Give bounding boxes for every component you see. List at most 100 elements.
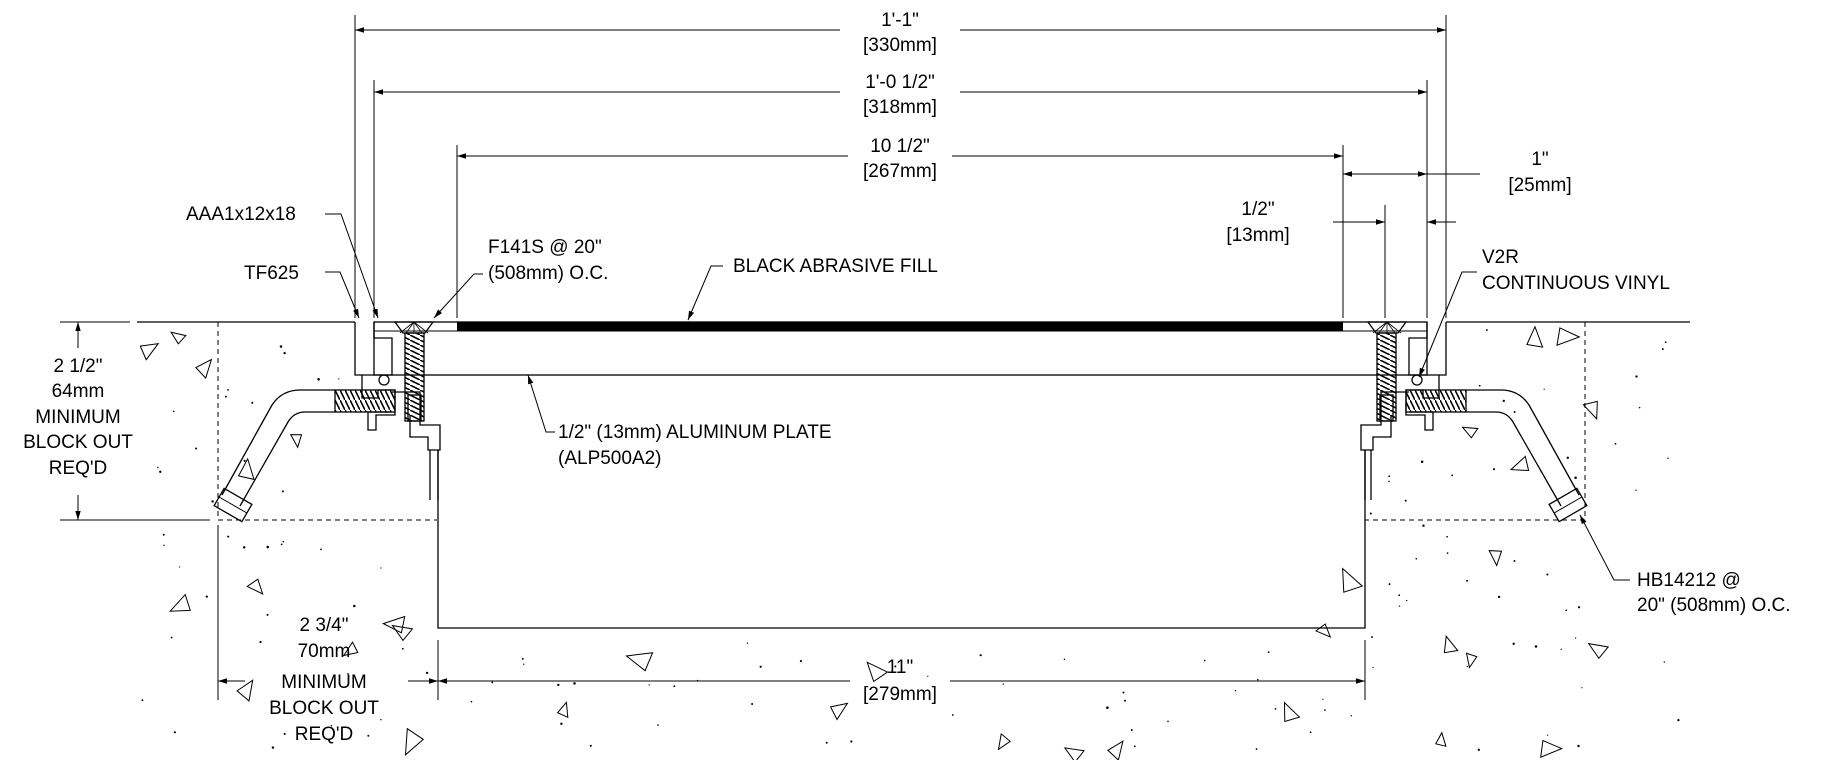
right-screw xyxy=(1366,321,1408,422)
dim-side-blockout-line5: REQ'D xyxy=(295,724,354,745)
aggregate-dot xyxy=(1322,698,1324,700)
aggregate-dot xyxy=(1566,456,1570,460)
aggregate-dot xyxy=(1663,661,1666,663)
aggregate-dot xyxy=(1267,651,1270,653)
aggregate-dot xyxy=(1638,406,1641,409)
aggregate-mark xyxy=(1063,747,1085,760)
dim-depth-line4: BLOCK OUT xyxy=(23,432,133,453)
dim-overall-imperial: 1'-1" xyxy=(881,10,919,31)
callout-angle: AAA1x12x18 xyxy=(186,204,296,225)
aggregate-dot xyxy=(380,567,382,569)
aggregate-dot xyxy=(170,636,173,639)
aggregate-dot xyxy=(1661,348,1664,351)
aggregate-dot xyxy=(1388,583,1391,586)
aggregate-dot xyxy=(320,548,322,551)
aggregate-mark xyxy=(1435,731,1447,747)
aggregate-dot xyxy=(425,671,429,675)
aggregate-dot xyxy=(163,544,165,547)
aggregate-mark xyxy=(170,331,187,345)
aggregate-dot xyxy=(1546,734,1549,736)
aggregate-dot xyxy=(1478,384,1481,387)
aggregate-dot xyxy=(825,741,828,744)
aggregate-dot xyxy=(894,665,897,668)
aggregate-mark xyxy=(866,661,889,683)
aggregate-dot xyxy=(1398,605,1401,607)
aggregate-mark xyxy=(289,434,303,449)
aggregate-mark xyxy=(1526,325,1544,348)
aggregate-dot xyxy=(1255,748,1258,750)
dim-frame-imperial: 1'-0 1/2" xyxy=(865,72,935,93)
aggregate-mark xyxy=(1107,740,1124,760)
aggregate-dot xyxy=(1002,683,1004,685)
callout-vinyl-line2: CONTINUOUS VINYL xyxy=(1482,273,1670,294)
aggregate-dot xyxy=(1477,748,1480,751)
dim-side-blockout-line1: 2 3/4" xyxy=(299,615,348,636)
aggregate-dot xyxy=(560,722,563,725)
dim-overall-metric: [330mm] xyxy=(863,35,937,56)
dim-opening-imperial: 11" xyxy=(887,657,913,678)
dim-side-blockout-line4: BLOCK OUT xyxy=(269,698,379,719)
aggregate-dot xyxy=(1133,745,1136,748)
aggregate-dot xyxy=(1106,706,1109,709)
aggregate-dot xyxy=(1203,659,1206,662)
aggregate-dot xyxy=(1502,399,1505,403)
dim-side-blockout-line2: 70mm xyxy=(298,641,351,662)
aggregate-dot xyxy=(759,665,762,668)
aggregate-dot xyxy=(1404,499,1407,502)
aggregate-dot xyxy=(1398,594,1401,597)
aggregate-dot xyxy=(673,685,676,688)
dim-side-gap-metric: [25mm] xyxy=(1508,175,1571,196)
aggregate-dot xyxy=(1565,609,1568,612)
aggregate-dot xyxy=(1234,690,1237,692)
aggregate-dot xyxy=(491,681,494,684)
aggregate-mark xyxy=(139,342,160,361)
aggregate-dot xyxy=(1371,636,1373,639)
aggregate-dot xyxy=(1420,460,1424,464)
aluminum-cover-plate xyxy=(373,321,1428,376)
aggregate-dot xyxy=(266,613,269,616)
dim-depth-line3: MINIMUM xyxy=(35,407,120,428)
aggregate-mark xyxy=(1587,642,1610,660)
aggregate-dot xyxy=(227,535,230,538)
callout-screw-line2: (508mm) O.C. xyxy=(488,263,608,284)
aggregate-dot xyxy=(1167,720,1169,723)
black-abrasive-fill-strip xyxy=(457,322,1343,331)
dim-frame-metric: [318mm] xyxy=(863,97,937,118)
aggregate-dot xyxy=(1124,699,1126,702)
aggregate-dot xyxy=(266,545,269,549)
aggregate-dot xyxy=(927,675,929,677)
dim-depth-line2: 64mm xyxy=(52,381,105,402)
aggregate-dot xyxy=(1350,715,1353,717)
aggregate-dot xyxy=(283,351,286,355)
aggregate-dot xyxy=(1122,691,1125,694)
aggregate-dot xyxy=(1513,560,1516,562)
right-anchor-bolt xyxy=(1405,389,1588,523)
aggregate-dot xyxy=(173,410,175,413)
aggregate-dot xyxy=(573,682,576,685)
aggregate-dot xyxy=(271,746,275,749)
dim-plate-metric: [267mm] xyxy=(863,161,937,182)
aggregate-dot xyxy=(589,744,592,747)
aggregate-mark xyxy=(195,358,213,380)
aggregate-dot xyxy=(251,401,254,404)
callout-leaders xyxy=(325,213,1630,581)
aggregate-mark xyxy=(237,457,255,481)
aggregate-dot xyxy=(1274,708,1277,710)
callout-fill: BLACK ABRASIVE FILL xyxy=(733,256,938,277)
aggregate-dot xyxy=(1485,329,1488,331)
aggregate-dot xyxy=(557,683,560,687)
aggregate-dot xyxy=(1446,535,1448,538)
aggregate-dot xyxy=(1614,442,1617,445)
aggregate-dot xyxy=(283,732,286,735)
dim-depth-line5: REQ'D xyxy=(49,458,108,479)
aggregate-dot xyxy=(157,466,159,469)
aggregate-dot xyxy=(367,734,370,737)
callout-frame-part: TF625 xyxy=(244,263,299,284)
aggregate-dot xyxy=(1546,573,1549,576)
aggregate-dot xyxy=(330,724,333,727)
dim-screw-offset-metric: [13mm] xyxy=(1226,225,1289,246)
aggregate-dot xyxy=(1577,744,1580,748)
aggregate-dot xyxy=(1543,388,1545,390)
callout-vinyl-line1: V2R xyxy=(1482,247,1519,268)
dim-opening-metric: [279mm] xyxy=(863,684,937,705)
